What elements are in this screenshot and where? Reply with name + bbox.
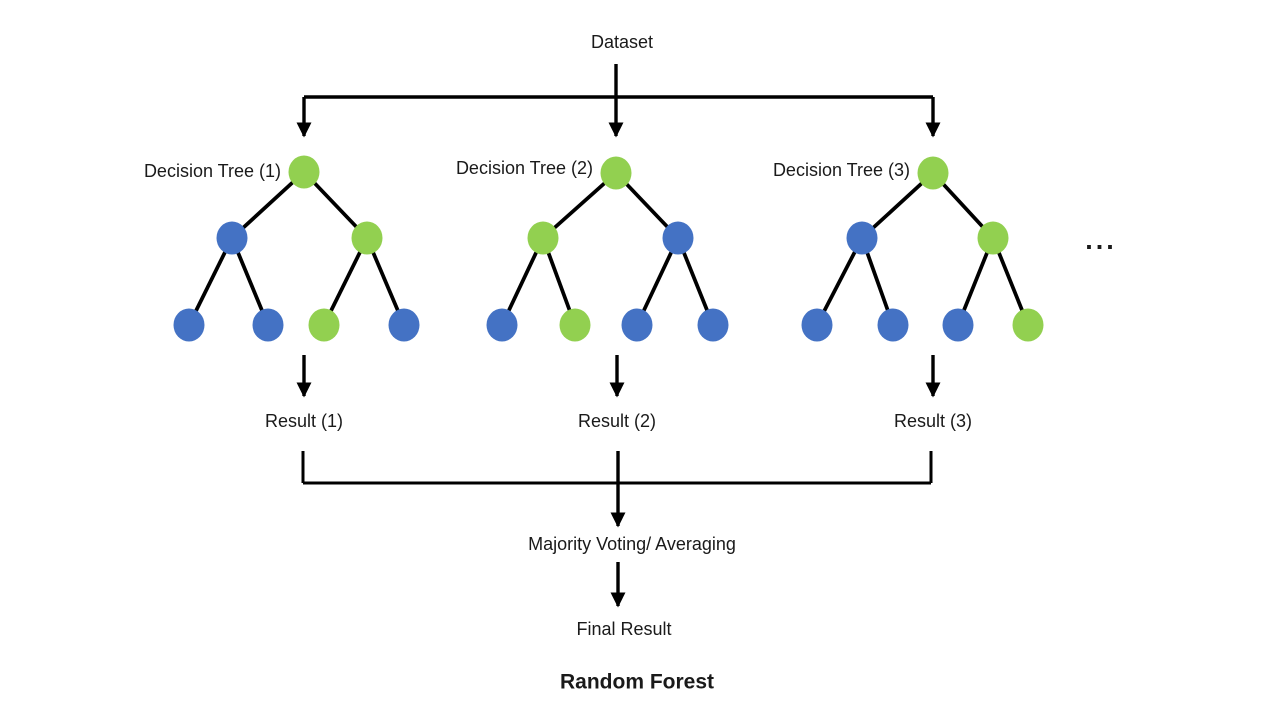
more-trees-ellipsis: ...	[1085, 224, 1117, 255]
final-result-label: Final Result	[576, 619, 672, 640]
diagram-title: Random Forest	[559, 670, 715, 694]
tree-1-node-7	[388, 308, 420, 342]
tree-3-node-4	[801, 308, 833, 342]
tree-1-node-5	[252, 308, 284, 342]
tree-3-edge	[860, 171, 935, 240]
tree-2-node-5	[559, 308, 591, 342]
tree-1-node-6	[308, 308, 340, 342]
result-2-label: Result (2)	[577, 411, 657, 432]
tree-3-node-1	[917, 156, 949, 190]
tree-3-node-7	[1012, 308, 1044, 342]
tree-1-node-3	[351, 221, 383, 255]
tree-2-node-1	[600, 156, 632, 190]
result-1-label: Result (1)	[264, 411, 344, 432]
decision-tree-1-label: Decision Tree (1)	[143, 161, 281, 182]
tree-2-node-6	[621, 308, 653, 342]
tree-3-node-5	[877, 308, 909, 342]
tree-2-edge	[541, 171, 618, 240]
tree-3-node-3	[977, 221, 1009, 255]
tree-1-edge	[230, 170, 306, 240]
tree-1-node-2	[216, 221, 248, 255]
tree-1-node-1	[288, 155, 320, 189]
tree-3-edge	[815, 237, 864, 326]
tree-2-node-2	[527, 221, 559, 255]
majority-voting-label: Majority Voting/ Averaging	[528, 534, 736, 555]
diagram-nodes-layer	[173, 155, 1044, 342]
decision-tree-3-label: Decision Tree (3)	[772, 160, 910, 181]
tree-2-node-7	[697, 308, 729, 342]
tree-2-node-4	[486, 308, 518, 342]
tree-1-node-4	[173, 308, 205, 342]
decision-tree-2-label: Decision Tree (2)	[455, 158, 593, 179]
dataset-label: Dataset	[590, 32, 654, 53]
tree-2-node-3	[662, 221, 694, 255]
tree-3-node-2	[846, 221, 878, 255]
tree-3-node-6	[942, 308, 974, 342]
result-3-label: Result (3)	[893, 411, 973, 432]
